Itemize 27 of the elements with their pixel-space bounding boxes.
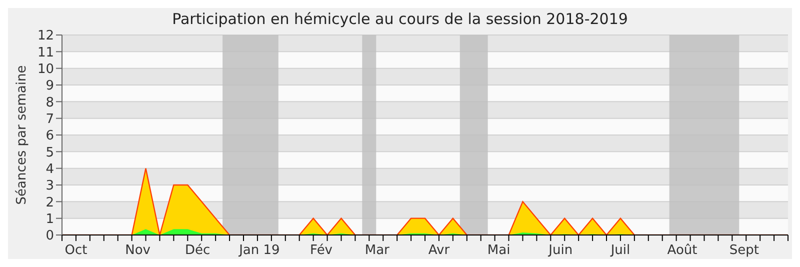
x-tick-label: Nov [125,243,151,258]
x-tick-label: Oct [64,243,88,258]
y-tick-label: 4 [46,162,54,177]
chart-title: Participation en hémicycle au cours de la session 2018-2019 [171,10,629,28]
y-axis-title: Séances par semaine [14,65,30,205]
x-tick-label: Avr [428,243,450,258]
x-tick-label: Mar [364,243,390,258]
x-tick-label: Fév [310,243,333,258]
y-tick-label: 10 [37,62,54,77]
y-tick-label: 3 [46,178,54,194]
x-tick-label: Juil [610,243,630,258]
x-tick-label: Sept [729,243,759,258]
x-tick-label: Jan 19 [238,243,280,258]
y-tick-label: 2 [46,195,54,210]
y-tick-label: 7 [46,112,54,127]
x-tick-label: Déc [185,243,210,258]
y-tick-label: 12 [37,28,54,44]
x-tick-label: Août [667,243,698,258]
x-tick-label: Juin [548,243,573,258]
y-tick-label: 6 [46,128,54,144]
y-tick-label: 8 [46,95,54,110]
y-tick-label: 1 [46,212,54,227]
y-tick-label: 0 [46,228,54,244]
y-tick-label: 11 [37,45,54,60]
y-tick-label: 9 [46,78,54,94]
x-tick-label: Mai [487,243,510,258]
y-tick-label: 5 [46,145,54,160]
